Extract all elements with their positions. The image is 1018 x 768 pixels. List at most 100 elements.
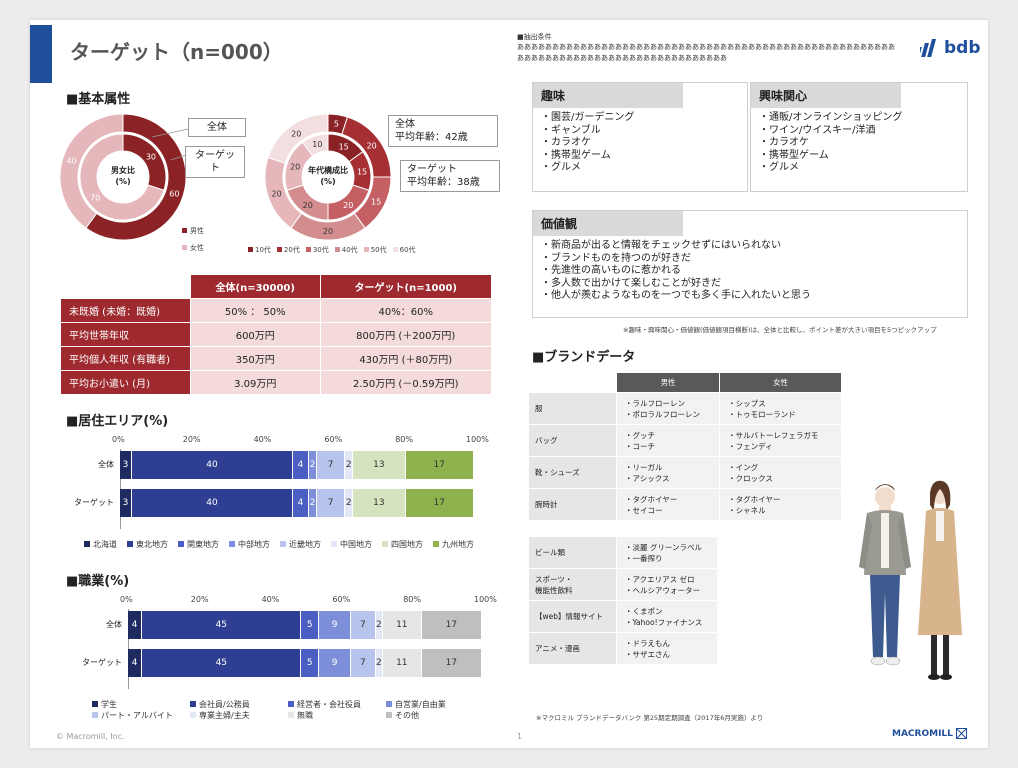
job-row-label: ターゲット xyxy=(82,658,122,667)
gender-legend-male: 男性 xyxy=(182,223,204,240)
brand-row: 服・ラルフローレン ・ポロラルフローレン ・シップス ・トゥモローランド xyxy=(528,392,842,425)
area-legend-item-5: 中国地方 xyxy=(331,539,372,550)
age-outer-label-5: 20 xyxy=(291,129,301,138)
legend-swatch xyxy=(182,245,187,250)
gender-outer-slice-0 xyxy=(85,113,187,241)
brand-table-2: ビール類 ・淡麗 グリーンラベル ・一番搾り スポーツ・ 機能性飲料 ・アクエリアス ゼ… xyxy=(528,536,718,665)
age-inner-callout: ターゲット 平均年齢：38歳 xyxy=(400,160,500,192)
age-legend-item-1: 20代 xyxy=(276,245,300,255)
slide: ターゲット（n=000） ■抽出条件 あああああああああああああああああああああ… xyxy=(30,20,988,748)
area-tick: 20% xyxy=(182,435,201,444)
age-inner-label-1: 15 xyxy=(357,168,367,177)
gender-legend-female: 女性 xyxy=(182,240,204,257)
brand-category: スポーツ・ 機能性飲料 xyxy=(528,568,617,601)
job-segment-1: 45 xyxy=(142,649,302,677)
legend-swatch xyxy=(190,712,196,718)
legend-swatch xyxy=(178,541,184,547)
job-tick: 20% xyxy=(190,595,209,604)
job-legend: 学生 会社員/公務員 経営者・会社役員 自営業/自由業 パート・アルバイト 専業主婦/主夫… xyxy=(92,699,492,721)
job-legend-item-2: 経営者・会社役員 xyxy=(288,699,376,710)
brand-item: ・淡麗 グリーンラベル xyxy=(625,542,703,552)
job-chart: 0% 20% 40% 60% 80% 100% 全体 4 45 5 9 7 2 11 17 ターゲット 4 45 5… xyxy=(82,595,497,730)
attribute-row: 未既婚 (未婚：既婚) 50% ： 50% 40%：60% xyxy=(60,298,492,323)
age-inner-callout-avg: 平均年齢：38歳 xyxy=(407,177,480,188)
brand-item: ・サザエさん xyxy=(625,649,670,659)
area-legend-item-2: 関東地方 xyxy=(178,539,219,550)
job-segment-1: 45 xyxy=(142,611,302,639)
job-segment-7: 17 xyxy=(421,611,482,639)
age-legend: 10代 20代 30代 40代 50代 60代 xyxy=(248,245,416,255)
brand-table-corner xyxy=(528,372,617,393)
brand-category: ビール類 xyxy=(528,536,617,569)
brand-item: ・くまポン xyxy=(625,606,663,616)
area-legend-item-6: 四国地方 xyxy=(382,539,423,550)
brand-male-items: ・グッチ ・コーチ xyxy=(615,424,721,457)
area-legend-item-3: 中部地方 xyxy=(229,539,270,550)
area-segment-6: 13 xyxy=(353,489,406,517)
hobby-box: 趣味 ・園芸/ガーデニング ・ギャンブル ・カラオケ ・携帯型ゲーム ・グルメ xyxy=(532,82,748,192)
job-legend-item-7: その他 xyxy=(386,710,474,721)
brand-category: アニメ・漫画 xyxy=(528,632,617,665)
legend-swatch xyxy=(334,247,340,252)
age-legend-label: 20代 xyxy=(283,246,300,254)
hobby-item: ・ギャンブル xyxy=(541,124,601,136)
gender-inner-label-0: 30 xyxy=(146,153,156,162)
gender-inner-slice-1 xyxy=(79,133,165,221)
area-axis: 0% 20% 40% 60% 80% 100% xyxy=(90,435,489,447)
brand-item: ・タグホイヤー xyxy=(625,494,678,504)
brand-item: ・タグホイヤー xyxy=(728,494,781,504)
brand-item: ・アシックス xyxy=(625,473,670,483)
brand-item: ・ラルフローレン xyxy=(625,398,685,408)
hobby-list: ・園芸/ガーデニング ・ギャンブル ・カラオケ ・携帯型ゲーム ・グルメ xyxy=(533,108,747,179)
job-tick: 60% xyxy=(332,595,351,604)
values-item: ・ブランドものを持つのが好きだ xyxy=(541,252,691,264)
area-segment-3: 2 xyxy=(309,489,318,517)
values-note: ※趣味・興味関心・価値観(価値観項目横断)は、全体と比較し、ポイント差が大きい項… xyxy=(623,326,937,334)
job-legend-label: パート・アルバイト xyxy=(101,711,173,720)
legend-swatch xyxy=(331,541,337,547)
brand-items: ・淡麗 グリーンラベル ・一番搾り xyxy=(616,536,718,569)
section-job: ■職業(%) xyxy=(66,574,130,589)
age-center-title: 年代構成比 xyxy=(308,166,348,175)
area-segment-2: 4 xyxy=(292,489,310,517)
brand-item: ・シャネル xyxy=(728,505,766,515)
age-legend-item-0: 10代 xyxy=(248,245,271,255)
brand-female-items: ・サルバトーレフェラガモ ・フェンディ xyxy=(719,424,842,457)
interest-item: ・通販/オンラインショッピング xyxy=(759,112,903,123)
attribute-row-label: 平均お小遣い (月) xyxy=(60,370,191,395)
brand-category: 【web】情報サイト xyxy=(528,600,617,633)
woman-figure xyxy=(918,480,962,680)
brand-item: ・イング xyxy=(728,462,759,472)
age-inner-label-3: 20 xyxy=(303,201,313,210)
age-legend-item-2: 30代 xyxy=(305,245,329,255)
area-legend-label: 中部地方 xyxy=(238,540,270,549)
gender-outer-callout: 全体 xyxy=(188,118,246,137)
area-segment-5: 2 xyxy=(345,451,354,479)
attribute-table-corner xyxy=(60,274,191,299)
brand-male-items: ・ラルフローレン ・ポロラルフローレン xyxy=(615,392,721,425)
job-row-label: 全体 xyxy=(106,620,122,629)
age-legend-label: 10代 xyxy=(255,246,271,254)
legend-swatch xyxy=(276,247,282,252)
age-inner-label-5: 10 xyxy=(312,140,322,149)
hobby-item: ・園芸/ガーデニング xyxy=(541,112,635,123)
brand-item: ・サルバトーレフェラガモ xyxy=(728,430,819,440)
gender-inner-label-1: 70 xyxy=(90,193,100,202)
age-outer-callout-avg: 平均年齢：42歳 xyxy=(395,132,468,143)
job-legend-label: 経営者・会社役員 xyxy=(297,700,361,709)
legend-swatch xyxy=(363,247,369,252)
area-segment-2: 4 xyxy=(292,451,310,479)
brand-male-items: ・タグホイヤー ・セイコー xyxy=(615,488,721,521)
brand-item: ・シップス xyxy=(728,398,766,408)
values-item: ・他人が羨むようなものを一つでも多く手に入れたいと思う xyxy=(541,290,811,301)
age-outer-label-0: 5 xyxy=(334,120,339,129)
gender-center-title: 男女比 xyxy=(111,166,135,175)
area-bar: 3 40 4 2 7 2 13 17 xyxy=(120,489,474,517)
area-segment-4: 7 xyxy=(317,451,346,479)
legend-swatch xyxy=(229,541,235,547)
brand-header-female: 女性 xyxy=(719,372,842,393)
attribute-value-target: 800万円 (＋200万円) xyxy=(319,322,492,347)
area-legend-item-1: 東北地方 xyxy=(127,539,168,550)
interest-item: ・ワイン/ウイスキー/洋酒 xyxy=(759,124,876,136)
brand-item: ・一番搾り xyxy=(625,553,663,563)
